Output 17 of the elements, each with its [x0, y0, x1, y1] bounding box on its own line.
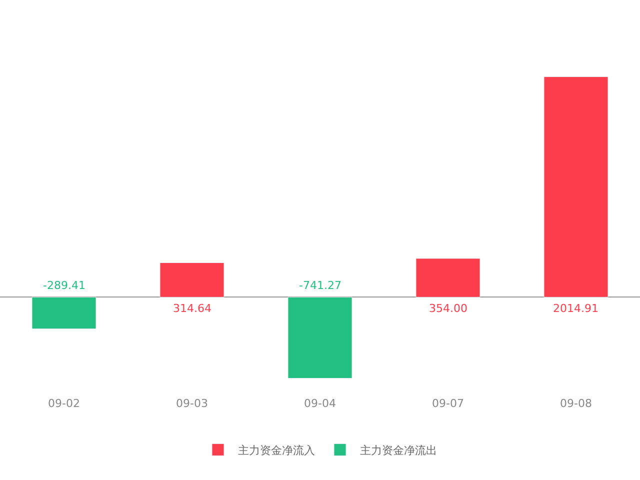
legend-label: 主力资金净流出 — [360, 444, 437, 457]
legend-label: 主力资金净流入 — [238, 444, 315, 457]
x-tick-label: 09-02 — [48, 397, 80, 410]
data-label: -289.41 — [43, 279, 86, 292]
bar — [544, 76, 608, 298]
bar — [160, 262, 224, 298]
x-tick-label: 09-07 — [432, 397, 464, 410]
x-tick-label: 09-04 — [304, 397, 336, 410]
x-tick-label: 09-08 — [560, 397, 592, 410]
bar — [32, 296, 96, 330]
data-label: 314.64 — [173, 302, 212, 315]
data-label: 2014.91 — [553, 302, 598, 315]
bar — [288, 296, 352, 378]
data-label: -741.27 — [299, 279, 342, 292]
data-label: 354.00 — [429, 302, 468, 315]
bar — [416, 258, 480, 298]
x-tick-label: 09-03 — [176, 397, 208, 410]
